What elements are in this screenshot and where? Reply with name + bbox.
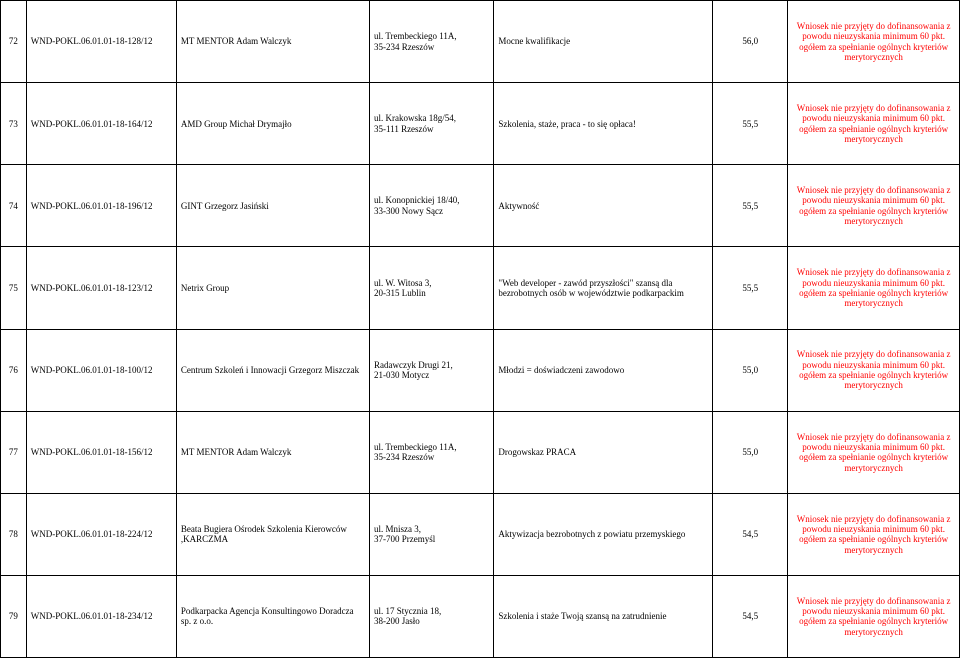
cell-score: 55,0 — [713, 329, 788, 411]
cell-score: 55,5 — [713, 165, 788, 247]
cell-code: WND-POKL.06.01.01-18-156/12 — [26, 411, 176, 493]
cell-note: Wniosek nie przyjęty do dofinansowania z… — [788, 1, 960, 83]
cell-number: 79 — [1, 575, 27, 657]
table-row: 72WND-POKL.06.01.01-18-128/12MT MENTOR A… — [1, 1, 960, 83]
table-row: 74WND-POKL.06.01.01-18-196/12GINT Grzego… — [1, 165, 960, 247]
table-row: 77WND-POKL.06.01.01-18-156/12MT MENTOR A… — [1, 411, 960, 493]
cell-note: Wniosek nie przyjęty do dofinansowania z… — [788, 411, 960, 493]
cell-code: WND-POKL.06.01.01-18-196/12 — [26, 165, 176, 247]
cell-description: Drogowskaz PRACA — [494, 411, 713, 493]
cell-address: ul. 17 Stycznia 18,38-200 Jasło — [369, 575, 493, 657]
cell-note: Wniosek nie przyjęty do dofinansowania z… — [788, 329, 960, 411]
applications-table: 72WND-POKL.06.01.01-18-128/12MT MENTOR A… — [0, 0, 960, 658]
table-row: 78WND-POKL.06.01.01-18-224/12Beata Bugie… — [1, 493, 960, 575]
cell-organization: MT MENTOR Adam Walczyk — [176, 1, 369, 83]
cell-code: WND-POKL.06.01.01-18-164/12 — [26, 83, 176, 165]
table-row: 73WND-POKL.06.01.01-18-164/12AMD Group M… — [1, 83, 960, 165]
cell-organization: Podkarpacka Agencja Konsultingowo Doradc… — [176, 575, 369, 657]
cell-note: Wniosek nie przyjęty do dofinansowania z… — [788, 247, 960, 329]
cell-code: WND-POKL.06.01.01-18-123/12 — [26, 247, 176, 329]
cell-address: ul. Konopnickiej 18/40,33-300 Nowy Sącz — [369, 165, 493, 247]
cell-address: ul. Mnisza 3,37-700 Przemyśl — [369, 493, 493, 575]
cell-description: Aktywizacja bezrobotnych z powiatu przem… — [494, 493, 713, 575]
cell-code: WND-POKL.06.01.01-18-128/12 — [26, 1, 176, 83]
cell-organization: GINT Grzegorz Jasiński — [176, 165, 369, 247]
cell-number: 78 — [1, 493, 27, 575]
cell-number: 76 — [1, 329, 27, 411]
cell-note: Wniosek nie przyjęty do dofinansowania z… — [788, 83, 960, 165]
cell-number: 77 — [1, 411, 27, 493]
cell-address: ul. Trembeckiego 11A,35-234 Rzeszów — [369, 411, 493, 493]
cell-address: ul. W. Witosa 3,20-315 Lublin — [369, 247, 493, 329]
cell-number: 74 — [1, 165, 27, 247]
cell-score: 54,5 — [713, 575, 788, 657]
cell-description: Aktywność — [494, 165, 713, 247]
cell-organization: Centrum Szkoleń i Innowacji Grzegorz Mis… — [176, 329, 369, 411]
cell-description: Szkolenia i staże Twoją szansą na zatrud… — [494, 575, 713, 657]
cell-score: 55,0 — [713, 411, 788, 493]
cell-score: 56,0 — [713, 1, 788, 83]
table-row: 76WND-POKL.06.01.01-18-100/12Centrum Szk… — [1, 329, 960, 411]
cell-number: 73 — [1, 83, 27, 165]
cell-description: "Web developer - zawód przyszłości" szan… — [494, 247, 713, 329]
cell-address: ul. Krakowska 18g/54,35-111 Rzeszów — [369, 83, 493, 165]
cell-score: 54,5 — [713, 493, 788, 575]
cell-note: Wniosek nie przyjęty do dofinansowania z… — [788, 575, 960, 657]
cell-score: 55,5 — [713, 83, 788, 165]
cell-code: WND-POKL.06.01.01-18-224/12 — [26, 493, 176, 575]
cell-organization: MT MENTOR Adam Walczyk — [176, 411, 369, 493]
cell-number: 72 — [1, 1, 27, 83]
cell-note: Wniosek nie przyjęty do dofinansowania z… — [788, 493, 960, 575]
cell-description: Mocne kwalifikacje — [494, 1, 713, 83]
cell-organization: AMD Group Michał Drymajło — [176, 83, 369, 165]
cell-organization: Netrix Group — [176, 247, 369, 329]
cell-address: ul. Trembeckiego 11A,35-234 Rzeszów — [369, 1, 493, 83]
cell-description: Szkolenia, staże, praca - to się opłaca! — [494, 83, 713, 165]
cell-score: 55,5 — [713, 247, 788, 329]
cell-organization: Beata Bugiera Ośrodek Szkolenia Kierowcó… — [176, 493, 369, 575]
cell-address: Radawczyk Drugi 21,21-030 Motycz — [369, 329, 493, 411]
cell-description: Młodzi = doświadczeni zawodowo — [494, 329, 713, 411]
cell-number: 75 — [1, 247, 27, 329]
cell-note: Wniosek nie przyjęty do dofinansowania z… — [788, 165, 960, 247]
table-row: 75WND-POKL.06.01.01-18-123/12Netrix Grou… — [1, 247, 960, 329]
table-row: 79WND-POKL.06.01.01-18-234/12Podkarpacka… — [1, 575, 960, 657]
cell-code: WND-POKL.06.01.01-18-234/12 — [26, 575, 176, 657]
cell-code: WND-POKL.06.01.01-18-100/12 — [26, 329, 176, 411]
